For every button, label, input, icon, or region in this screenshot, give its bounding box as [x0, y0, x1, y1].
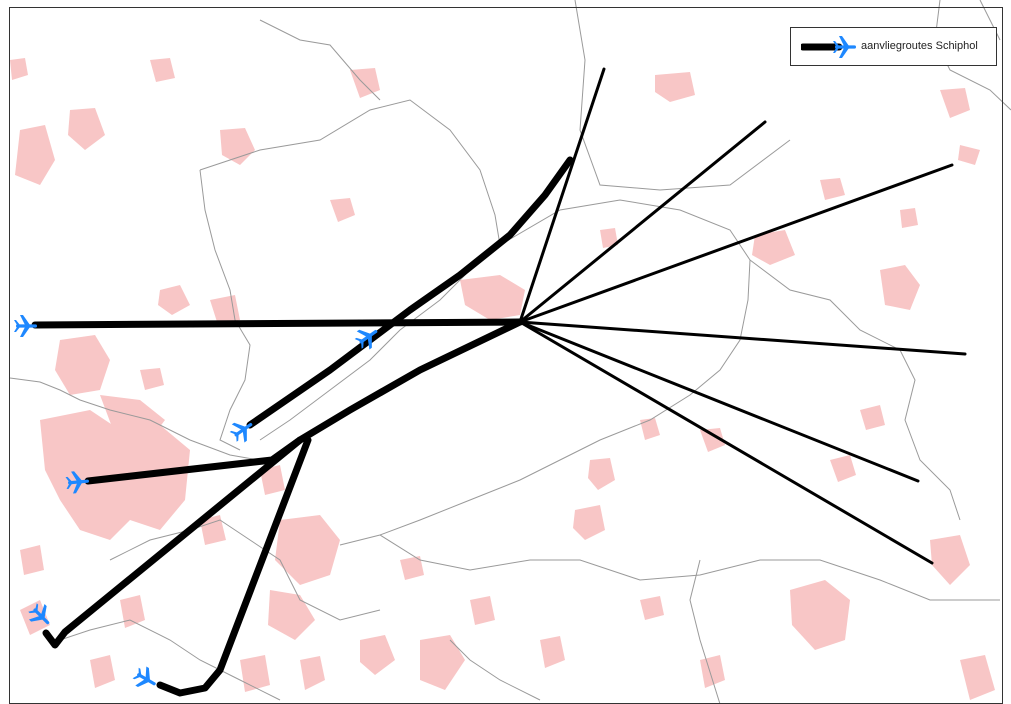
- urban-area: [830, 455, 856, 482]
- urban-area: [640, 418, 660, 440]
- urban-area: [640, 596, 664, 620]
- urban-area: [100, 395, 165, 440]
- boundary-line: [59, 619, 281, 701]
- boundary-line: [574, 0, 791, 191]
- legend-label: aanvliegroutes Schiphol: [861, 40, 978, 52]
- approach-route: [84, 318, 524, 485]
- urban-area: [140, 368, 164, 390]
- urban-areas: [10, 58, 995, 700]
- urban-area: [900, 208, 918, 228]
- boundary-line: [749, 259, 961, 521]
- urban-area: [460, 275, 525, 320]
- urban-area: [655, 72, 695, 102]
- urban-area: [260, 465, 285, 495]
- urban-area: [360, 635, 395, 675]
- urban-area: [588, 458, 615, 490]
- departure-route: [518, 320, 920, 483]
- boundaries: [9, 0, 1011, 704]
- approach-route: [246, 156, 574, 429]
- approach-route: [42, 436, 304, 649]
- urban-area: [330, 198, 355, 222]
- urban-area: [540, 636, 565, 668]
- urban-area: [350, 68, 380, 98]
- urban-area: [20, 600, 50, 635]
- urban-area: [700, 655, 725, 688]
- urban-area: [275, 515, 340, 585]
- urban-area: [20, 545, 44, 575]
- departure-route: [518, 67, 606, 324]
- boundary-line: [449, 639, 541, 701]
- aircraft-icon: [833, 36, 856, 58]
- urban-area: [860, 405, 885, 430]
- urban-area: [68, 108, 105, 150]
- urban-area: [55, 335, 110, 395]
- boundary-line: [339, 199, 751, 546]
- urban-area: [470, 596, 495, 625]
- urban-area: [90, 655, 115, 688]
- urban-area: [600, 228, 618, 248]
- departure-route: [518, 320, 967, 356]
- urban-area: [220, 128, 255, 165]
- approach-route: [31, 318, 524, 329]
- boundary-line: [689, 559, 721, 704]
- boundary-line: [9, 377, 271, 463]
- boundary-line: [379, 534, 1000, 601]
- urban-area: [960, 655, 995, 700]
- urban-area: [420, 635, 465, 690]
- boundary-line: [199, 169, 251, 451]
- urban-area: [158, 285, 190, 315]
- urban-area: [958, 145, 980, 165]
- urban-area: [820, 178, 845, 200]
- urban-area: [240, 655, 270, 692]
- urban-area: [268, 590, 315, 640]
- boundary-line: [109, 519, 381, 621]
- urban-area: [10, 58, 28, 80]
- legend-symbol: [801, 36, 856, 58]
- departure-route: [518, 163, 954, 324]
- boundary-line: [199, 99, 501, 441]
- urban-area: [752, 230, 795, 265]
- urban-area: [573, 505, 605, 540]
- urban-area: [300, 656, 325, 690]
- urban-area: [930, 535, 970, 585]
- approach-route: [156, 436, 312, 697]
- boundary-line: [934, 0, 1011, 111]
- urban-area: [940, 88, 970, 118]
- urban-area: [200, 515, 226, 545]
- routes: [31, 67, 967, 697]
- legend: aanvliegroutes Schiphol: [790, 27, 997, 66]
- departure-route: [518, 120, 767, 324]
- departure-route: [518, 320, 934, 565]
- urban-area: [880, 265, 920, 310]
- urban-area: [120, 595, 145, 628]
- urban-area: [400, 556, 424, 580]
- urban-area: [150, 58, 175, 82]
- boundary-line: [259, 19, 381, 101]
- urban-area: [15, 125, 55, 185]
- urban-area: [790, 580, 850, 650]
- urban-area: [700, 428, 725, 452]
